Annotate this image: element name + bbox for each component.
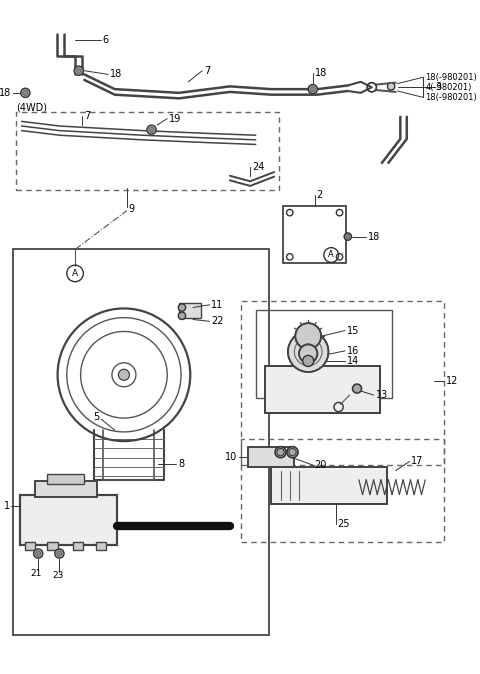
Circle shape xyxy=(178,312,186,319)
Bar xyxy=(25,543,36,550)
Circle shape xyxy=(147,125,156,134)
Text: 12: 12 xyxy=(445,376,458,386)
Bar xyxy=(20,495,117,545)
Text: 18(-980201): 18(-980201) xyxy=(425,73,477,82)
Circle shape xyxy=(277,448,284,456)
Bar xyxy=(96,543,107,550)
Circle shape xyxy=(310,87,315,92)
Circle shape xyxy=(301,344,315,359)
Circle shape xyxy=(34,549,43,558)
Text: 21: 21 xyxy=(31,570,42,578)
Text: (4WD): (4WD) xyxy=(16,102,47,113)
Text: 16: 16 xyxy=(347,346,359,356)
Circle shape xyxy=(21,88,30,98)
Text: 18: 18 xyxy=(315,67,327,78)
Text: 4(-980201): 4(-980201) xyxy=(425,83,471,92)
Bar xyxy=(48,543,58,550)
Circle shape xyxy=(308,84,317,94)
Bar xyxy=(265,365,380,413)
Text: 11: 11 xyxy=(212,300,224,310)
Bar xyxy=(179,303,201,317)
Text: 18(-980201): 18(-980201) xyxy=(425,93,477,102)
Bar xyxy=(73,543,84,550)
Circle shape xyxy=(74,66,84,75)
Text: 17: 17 xyxy=(411,456,424,466)
Bar xyxy=(271,467,386,503)
Circle shape xyxy=(344,233,351,240)
Circle shape xyxy=(354,386,360,392)
Text: 9: 9 xyxy=(129,204,135,214)
Text: 18: 18 xyxy=(368,232,380,241)
Text: 7: 7 xyxy=(84,111,91,121)
Circle shape xyxy=(352,384,361,393)
Circle shape xyxy=(295,323,321,349)
Bar xyxy=(20,495,117,545)
Text: 7: 7 xyxy=(204,66,210,75)
Text: 14: 14 xyxy=(347,356,359,366)
Bar xyxy=(248,447,294,467)
Bar xyxy=(241,301,444,465)
Bar xyxy=(35,481,97,497)
Circle shape xyxy=(55,549,64,558)
Text: 20: 20 xyxy=(315,460,327,470)
Bar xyxy=(48,474,84,483)
Bar xyxy=(13,249,269,635)
Text: 22: 22 xyxy=(212,316,224,326)
Circle shape xyxy=(76,68,81,73)
Text: 23: 23 xyxy=(52,571,63,580)
Text: 25: 25 xyxy=(337,519,350,529)
Text: 8: 8 xyxy=(178,459,184,469)
Text: 2: 2 xyxy=(316,190,323,200)
Circle shape xyxy=(57,551,62,556)
Bar xyxy=(248,447,294,467)
Circle shape xyxy=(303,355,314,367)
Text: 3: 3 xyxy=(435,82,442,92)
Text: 18: 18 xyxy=(110,69,122,80)
Circle shape xyxy=(178,304,186,311)
Text: 18: 18 xyxy=(0,88,12,98)
Bar xyxy=(283,206,346,264)
Bar xyxy=(241,439,444,543)
Text: 5: 5 xyxy=(93,412,99,422)
Text: 10: 10 xyxy=(225,452,237,462)
Bar xyxy=(271,467,386,503)
Text: A: A xyxy=(72,269,78,278)
Text: A: A xyxy=(328,251,334,259)
Text: 13: 13 xyxy=(375,390,388,400)
Bar xyxy=(265,365,380,413)
Circle shape xyxy=(346,235,350,239)
Text: 24: 24 xyxy=(252,162,264,172)
Circle shape xyxy=(287,447,298,458)
Circle shape xyxy=(387,83,395,90)
Circle shape xyxy=(119,369,130,380)
Bar xyxy=(256,310,392,398)
Circle shape xyxy=(275,447,286,458)
Text: 1: 1 xyxy=(3,501,10,511)
Circle shape xyxy=(288,332,328,372)
Bar xyxy=(35,481,97,497)
Circle shape xyxy=(23,90,28,95)
Text: 19: 19 xyxy=(169,114,181,123)
Text: 15: 15 xyxy=(347,326,359,336)
Circle shape xyxy=(289,448,296,456)
Circle shape xyxy=(36,551,41,556)
Text: 6: 6 xyxy=(103,35,109,45)
Circle shape xyxy=(299,344,317,363)
Bar xyxy=(16,112,279,191)
Circle shape xyxy=(149,127,154,132)
